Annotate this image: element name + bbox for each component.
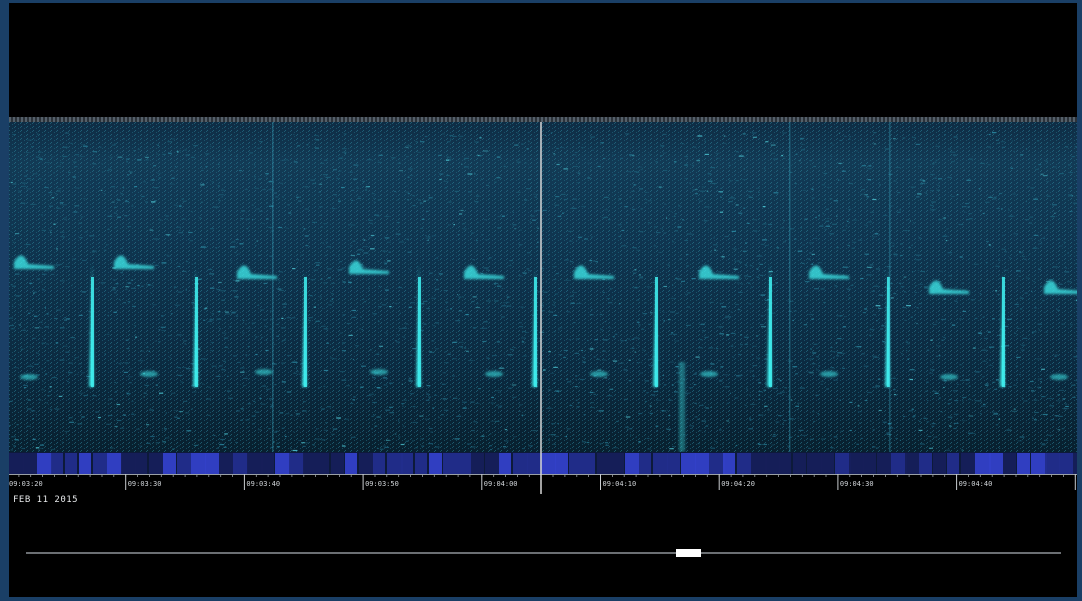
top-empty-area [9,3,1077,117]
time-axis-tick-label: 09:04:00 [484,480,518,488]
time-axis-tick-label: 09:03:50 [365,480,399,488]
time-axis: 09:03:20 09:03:30 09:03:40 09:03:50 09:04:00… [9,474,1077,494]
time-axis-tick-label: 09:04:30 [840,480,874,488]
low-frequency-band [9,452,1077,474]
recording-date: FEB 11 2015 [13,495,79,505]
spectrogram-calls [14,122,1077,452]
time-axis-tick-label: 09:04:20 [721,480,755,488]
time-axis-tick-label: 09:04:40 [959,480,993,488]
playback-scrubber-thumb[interactable] [676,549,701,557]
spectrogram-viewer: 09:03:20 09:03:30 09:03:40 09:03:50 09:04:00… [9,3,1077,597]
time-axis-tick-label: 09:03:30 [128,480,162,488]
playback-scrubber-track[interactable] [26,552,1061,554]
spectrogram-top-border [9,117,1077,122]
spectrogram-noise [9,122,1077,452]
time-axis-tick-label: 09:04:10 [603,480,637,488]
spectrogram-plot[interactable] [9,122,1077,474]
time-axis-tick-label: 09:03:20 [9,480,43,488]
time-axis-minor-ticks [18,474,1076,477]
spectrogram-speckle [9,132,1077,452]
time-axis-major-ticks: 09:03:20 09:03:30 09:03:40 09:03:50 09:04:00… [9,474,1076,490]
time-axis-tick-label: 09:03:40 [246,480,280,488]
